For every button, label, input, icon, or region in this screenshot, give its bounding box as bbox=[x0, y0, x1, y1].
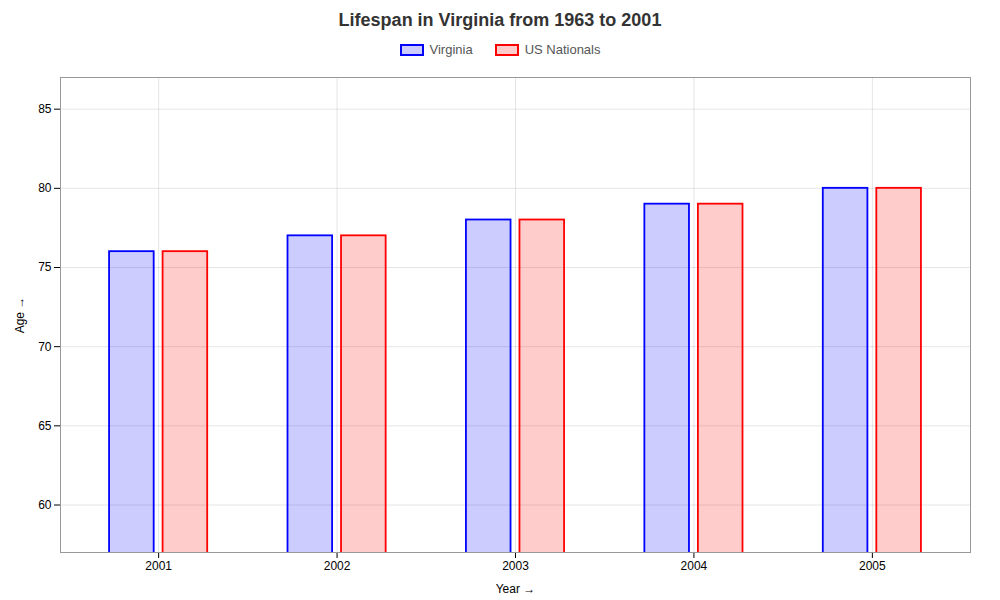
svg-text:Age →: Age → bbox=[13, 297, 27, 334]
html-text:Virginia: Virginia bbox=[429, 41, 473, 57]
svg-text:60: 60 bbox=[38, 498, 52, 512]
svg-text:85: 85 bbox=[38, 102, 52, 116]
svg-text:2002: 2002 bbox=[324, 559, 351, 573]
svg-text:2003: 2003 bbox=[502, 559, 529, 573]
svg-text:75: 75 bbox=[38, 260, 52, 274]
svg-text:80: 80 bbox=[38, 181, 52, 195]
html-text:US Nationals: US Nationals bbox=[524, 41, 601, 57]
svg-text:Year →: Year → bbox=[496, 582, 536, 596]
svg-text:2005: 2005 bbox=[859, 559, 886, 573]
svg-text:2001: 2001 bbox=[145, 559, 172, 573]
html-text:Lifespan in Virginia from 1963: Lifespan in Virginia from 1963 to 2001 bbox=[338, 10, 662, 30]
svg-text:2004: 2004 bbox=[681, 559, 708, 573]
svg-text:65: 65 bbox=[38, 419, 52, 433]
svg-text:70: 70 bbox=[38, 340, 52, 354]
